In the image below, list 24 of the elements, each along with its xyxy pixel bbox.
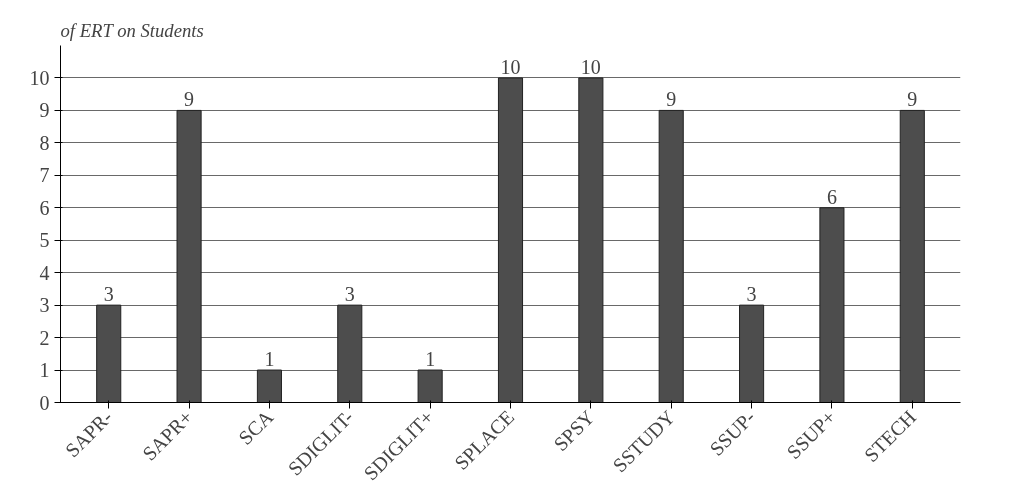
x-tick-label: SCA [234, 405, 278, 449]
y-tick-label: 6 [39, 196, 50, 219]
y-tick-label: 3 [39, 294, 50, 317]
data-label: 1 [264, 348, 275, 371]
chart-title: of ERT on Students [60, 19, 204, 41]
data-label: 9 [666, 88, 677, 111]
y-tick-label: 8 [39, 131, 50, 154]
data-label: 1 [425, 348, 436, 371]
y-tick-label: 0 [39, 391, 50, 414]
y-tick-label: 5 [39, 229, 50, 252]
y-tick-label: 10 [29, 66, 50, 89]
data-label: 6 [826, 185, 837, 208]
data-label: 10 [500, 55, 521, 78]
data-label: 9 [184, 88, 195, 111]
data-label: 3 [103, 283, 114, 306]
y-tick-label: 1 [39, 359, 50, 382]
y-tick-label: 2 [39, 326, 50, 349]
y-tick-label: 9 [39, 99, 50, 122]
data-label: 9 [907, 88, 918, 111]
y-tick-label: 4 [39, 261, 50, 284]
y-tick-label: 7 [39, 164, 50, 187]
data-label: 10 [580, 55, 601, 78]
data-label: 3 [746, 283, 757, 306]
data-label: 3 [344, 283, 355, 306]
